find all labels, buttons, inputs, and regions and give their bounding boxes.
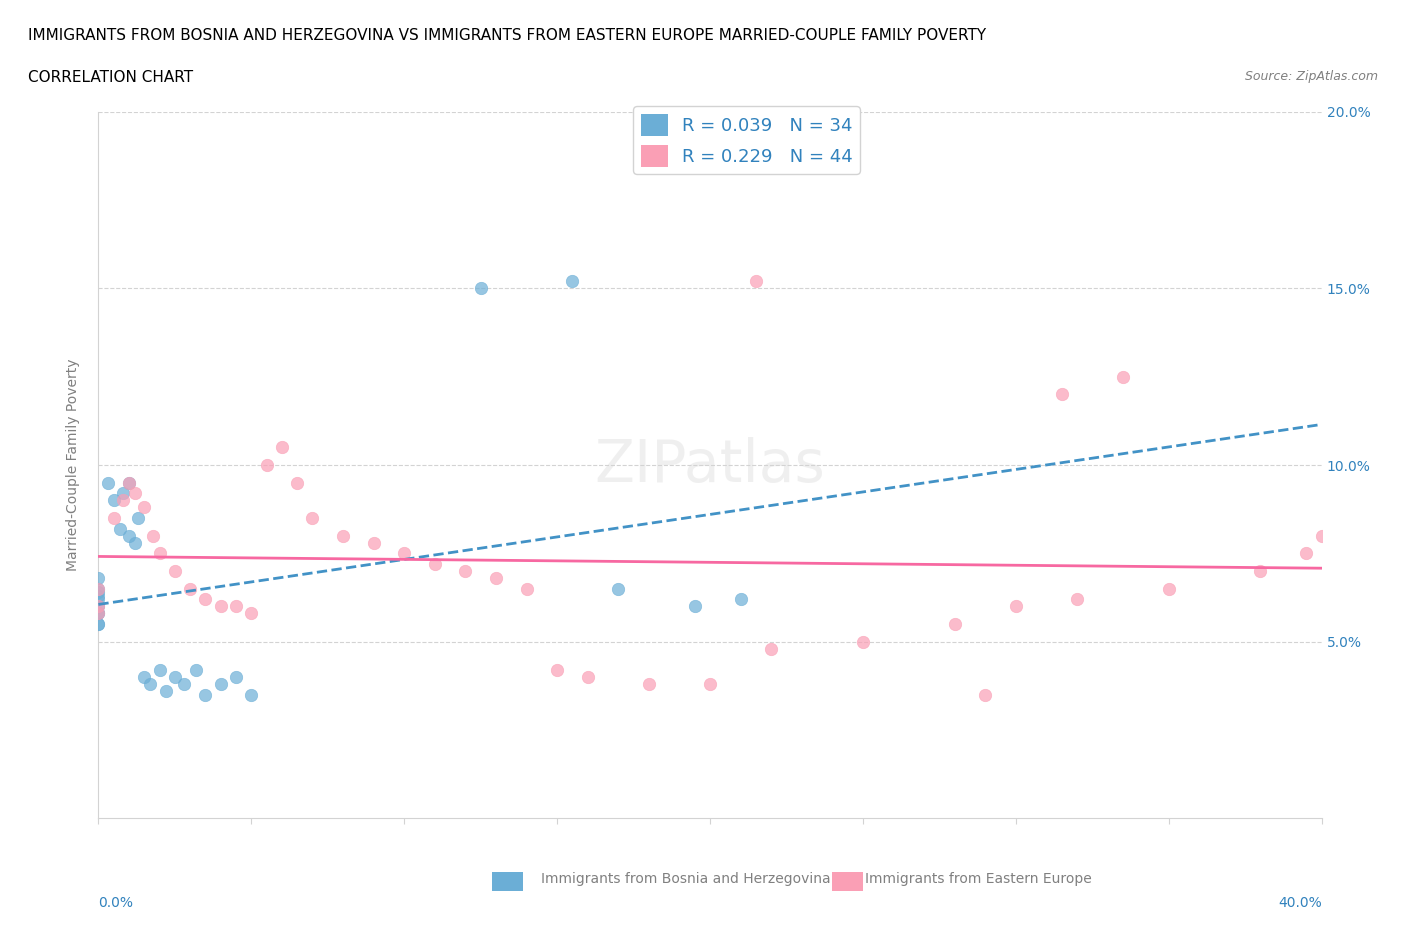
Point: [103, 493, 125, 508]
Point: [87, 599, 110, 614]
Point: [699, 677, 721, 692]
Point: [209, 599, 232, 614]
Point: [1066, 591, 1088, 606]
Text: CORRELATION CHART: CORRELATION CHART: [28, 70, 193, 85]
Point: [87, 617, 110, 631]
Point: [225, 599, 247, 614]
Point: [759, 642, 782, 657]
Point: [111, 493, 134, 508]
Point: [637, 677, 661, 692]
Point: [124, 536, 146, 551]
Point: [454, 564, 477, 578]
Point: [103, 511, 125, 525]
Point: [155, 684, 177, 698]
Point: [363, 536, 385, 551]
Point: [87, 571, 110, 586]
Point: [607, 581, 630, 596]
Point: [745, 273, 768, 288]
Text: 0.0%: 0.0%: [98, 897, 134, 910]
Point: [149, 546, 172, 561]
Point: [87, 589, 110, 604]
Point: [87, 606, 110, 621]
Point: [974, 687, 997, 702]
Point: [576, 670, 599, 684]
Point: [149, 662, 172, 677]
Point: [111, 485, 134, 500]
Point: [194, 591, 217, 606]
Point: [225, 670, 247, 684]
Point: [87, 581, 110, 596]
Point: [87, 606, 110, 621]
Point: [270, 440, 292, 455]
Point: [852, 634, 875, 649]
Point: [1249, 564, 1271, 578]
Point: [240, 606, 263, 621]
Point: [209, 677, 232, 692]
Point: [142, 528, 165, 543]
Point: [118, 475, 141, 490]
Y-axis label: Married-Couple Family Poverty: Married-Couple Family Poverty: [66, 359, 80, 571]
Point: [730, 591, 752, 606]
Text: Immigrants from Bosnia and Herzegovina: Immigrants from Bosnia and Herzegovina: [541, 871, 831, 886]
Point: [194, 687, 217, 702]
Point: [485, 571, 508, 586]
Point: [173, 677, 195, 692]
Point: [134, 500, 156, 515]
Point: [118, 475, 141, 490]
Point: [285, 475, 308, 490]
Point: [87, 617, 110, 631]
Point: [240, 687, 263, 702]
Point: [561, 273, 583, 288]
Point: [163, 670, 186, 684]
Text: Immigrants from Eastern Europe: Immigrants from Eastern Europe: [865, 871, 1091, 886]
Point: [1112, 369, 1135, 384]
Text: Source: ZipAtlas.com: Source: ZipAtlas.com: [1244, 70, 1378, 83]
Point: [124, 485, 146, 500]
Point: [163, 564, 186, 578]
Point: [1004, 599, 1026, 614]
Point: [423, 556, 446, 571]
Point: [87, 599, 110, 614]
Point: [683, 599, 706, 614]
Point: [470, 281, 492, 296]
Point: [516, 581, 538, 596]
Point: [392, 546, 416, 561]
Point: [186, 662, 208, 677]
Legend: R = 0.039   N = 34, R = 0.229   N = 44: R = 0.039 N = 34, R = 0.229 N = 44: [633, 107, 860, 174]
Point: [1310, 528, 1333, 543]
Point: [87, 606, 110, 621]
Point: [256, 458, 278, 472]
Point: [1295, 546, 1317, 561]
Point: [97, 475, 120, 490]
Text: ZIPatlas: ZIPatlas: [595, 436, 825, 494]
Point: [179, 581, 201, 596]
Text: 40.0%: 40.0%: [1278, 897, 1322, 910]
Point: [1050, 387, 1073, 402]
Point: [134, 670, 156, 684]
Point: [332, 528, 354, 543]
Text: IMMIGRANTS FROM BOSNIA AND HERZEGOVINA VS IMMIGRANTS FROM EASTERN EUROPE MARRIED: IMMIGRANTS FROM BOSNIA AND HERZEGOVINA V…: [28, 28, 986, 43]
Point: [1157, 581, 1180, 596]
Point: [87, 591, 110, 606]
Point: [943, 617, 966, 631]
Point: [139, 677, 162, 692]
Point: [87, 585, 110, 600]
Point: [301, 511, 323, 525]
Point: [127, 511, 149, 525]
Point: [118, 528, 141, 543]
Point: [108, 521, 131, 536]
Point: [87, 581, 110, 596]
Point: [546, 662, 568, 677]
